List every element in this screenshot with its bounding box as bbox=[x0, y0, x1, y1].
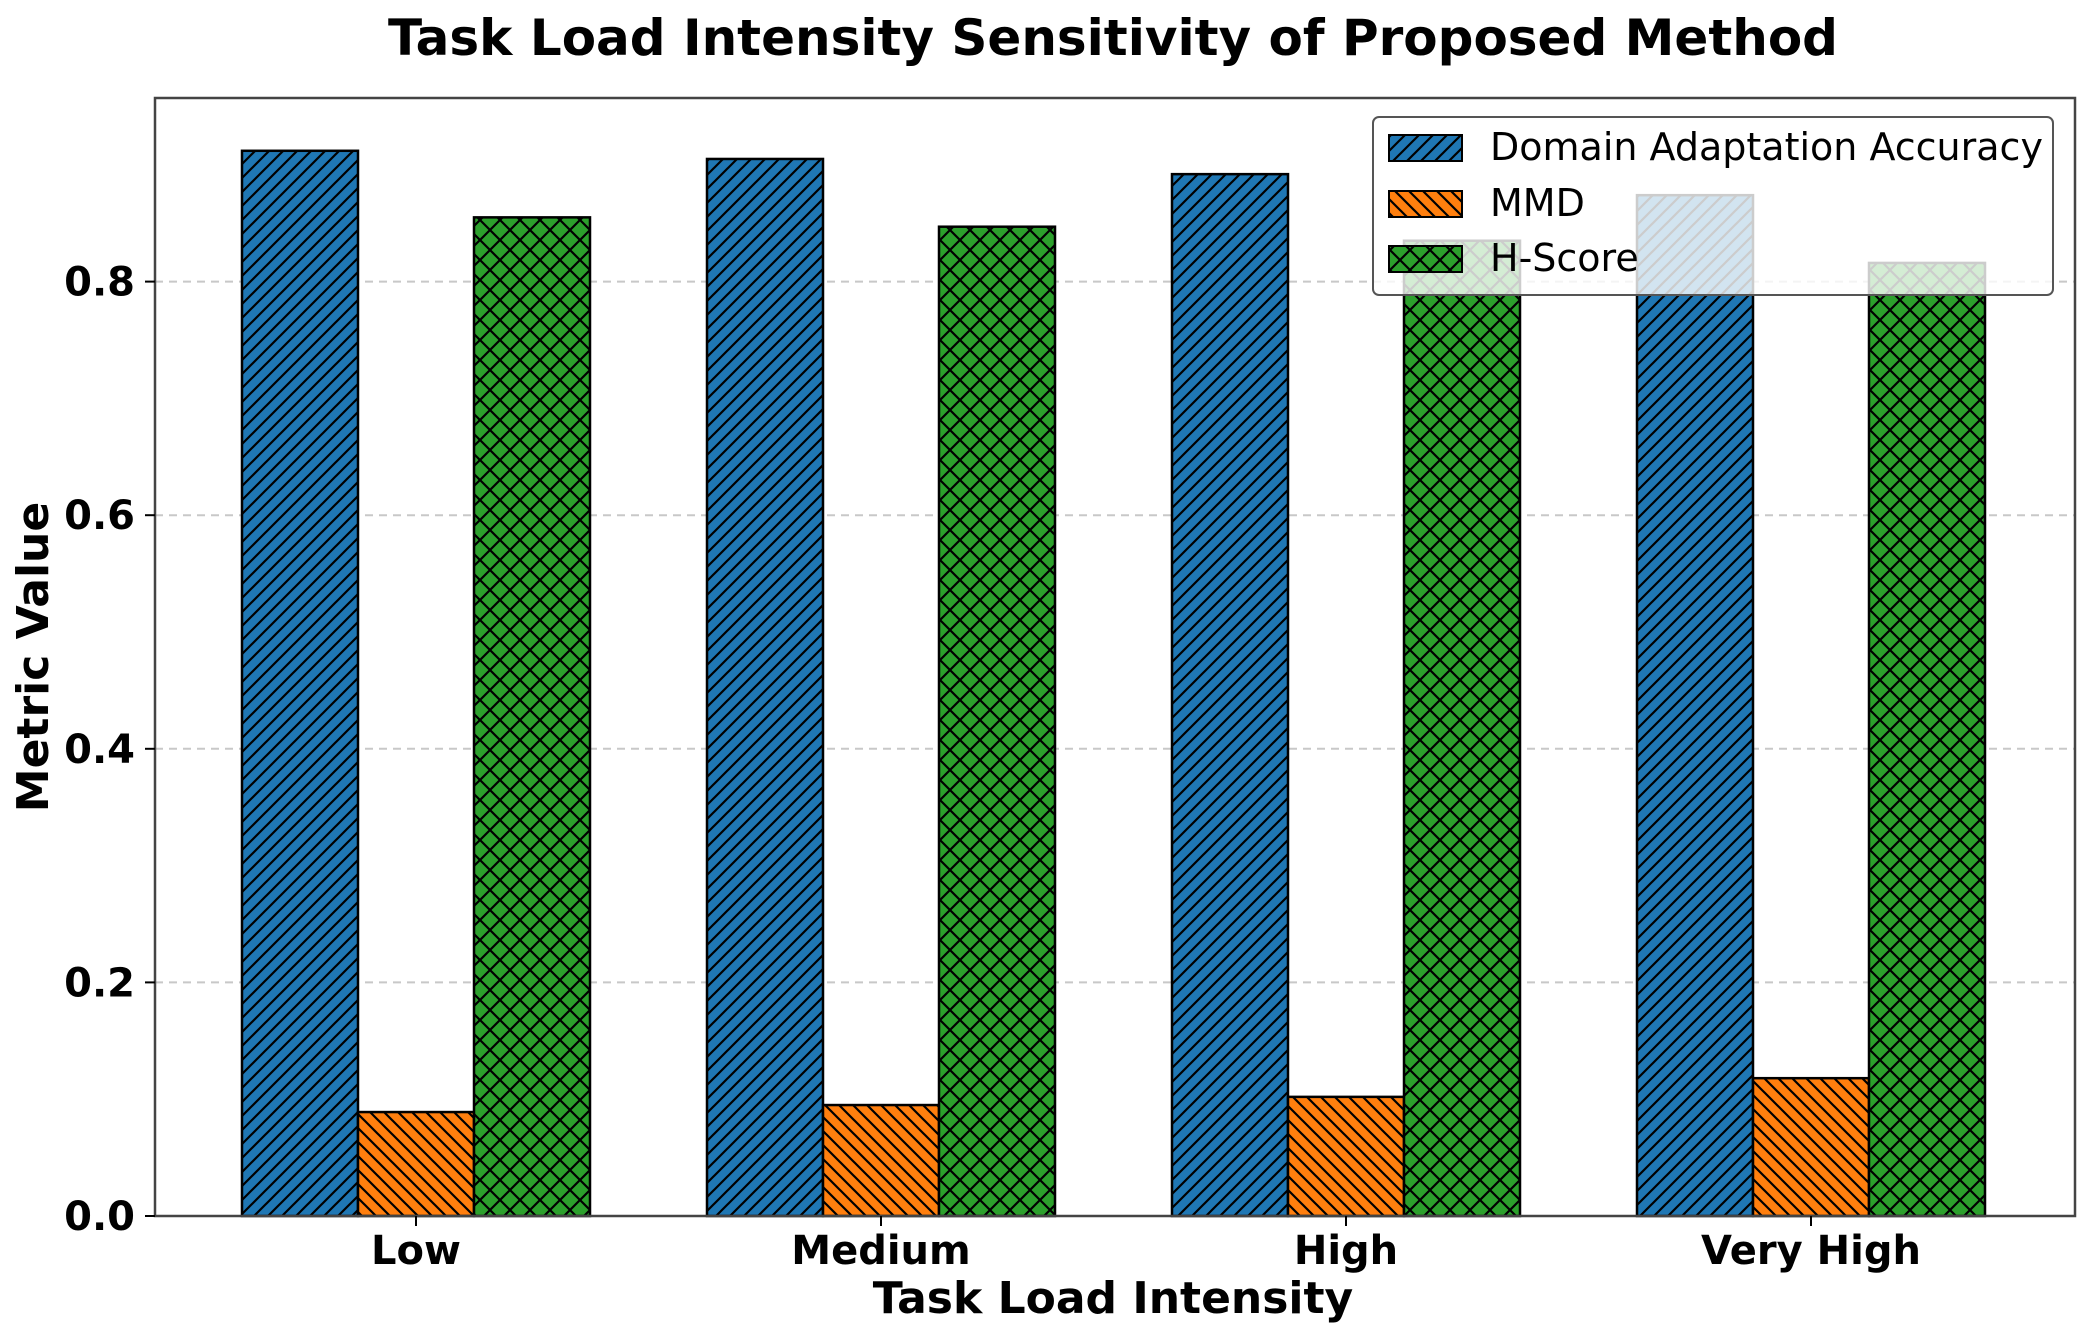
y-axis-label: Metric Value bbox=[8, 502, 59, 812]
legend-swatch-h-score bbox=[1388, 245, 1463, 273]
x-axis-ticks: Low Medium High Very High bbox=[371, 1216, 1921, 1274]
x-tick-label-low: Low bbox=[371, 1228, 461, 1274]
y-tick-label: 0.4 bbox=[64, 727, 135, 773]
bar-h-score-low bbox=[472, 216, 592, 1218]
bar-mmd-high bbox=[1286, 1095, 1406, 1218]
chart-title: Task Load Intensity Sensitivity of Propo… bbox=[388, 9, 1838, 67]
legend-box bbox=[1372, 116, 2054, 296]
y-tick-label: 0.6 bbox=[64, 493, 135, 539]
x-tick-label-medium: Medium bbox=[791, 1228, 970, 1274]
y-axis-ticks: 0.0 0.2 0.4 0.6 0.8 bbox=[64, 260, 155, 1240]
bar-mmd-low bbox=[356, 1110, 476, 1218]
legend-label-h-score: H-Score bbox=[1490, 236, 1639, 280]
legend-swatch-domain-adaptation-accuracy bbox=[1388, 134, 1463, 162]
legend-label-mmd: MMD bbox=[1490, 181, 1585, 225]
plot-area-frame bbox=[153, 96, 2077, 1218]
x-tick-label-very-high: Very High bbox=[1701, 1228, 1921, 1274]
y-tick-label: 0.8 bbox=[64, 260, 135, 306]
legend-label-domain-adaptation-accuracy: Domain Adaptation Accuracy bbox=[1490, 125, 2043, 169]
bar-domain-adaptation-accuracy-medium bbox=[705, 157, 825, 1218]
bar-domain-adaptation-accuracy-low bbox=[240, 149, 360, 1218]
bars bbox=[240, 149, 1987, 1218]
bar-mmd-medium bbox=[821, 1103, 941, 1218]
grid-lines bbox=[155, 280, 2075, 984]
x-tick-label-high: High bbox=[1294, 1228, 1398, 1274]
bar-domain-adaptation-accuracy-high bbox=[1170, 172, 1290, 1218]
y-tick-label: 0.2 bbox=[64, 960, 135, 1006]
y-tick-label: 0.0 bbox=[64, 1194, 135, 1240]
legend-swatch-mmd bbox=[1388, 190, 1463, 218]
bar-domain-adaptation-accuracy-very-high bbox=[1635, 193, 1755, 1218]
bar-h-score-high bbox=[1402, 239, 1522, 1218]
x-axis-label: Task Load Intensity bbox=[873, 1273, 1353, 1324]
bar-mmd-very-high bbox=[1751, 1076, 1871, 1218]
legend: Domain Adaptation Accuracy MMD H-Score bbox=[1372, 116, 2054, 296]
bar-h-score-very-high bbox=[1867, 261, 1987, 1218]
bar-h-score-medium bbox=[937, 225, 1057, 1218]
